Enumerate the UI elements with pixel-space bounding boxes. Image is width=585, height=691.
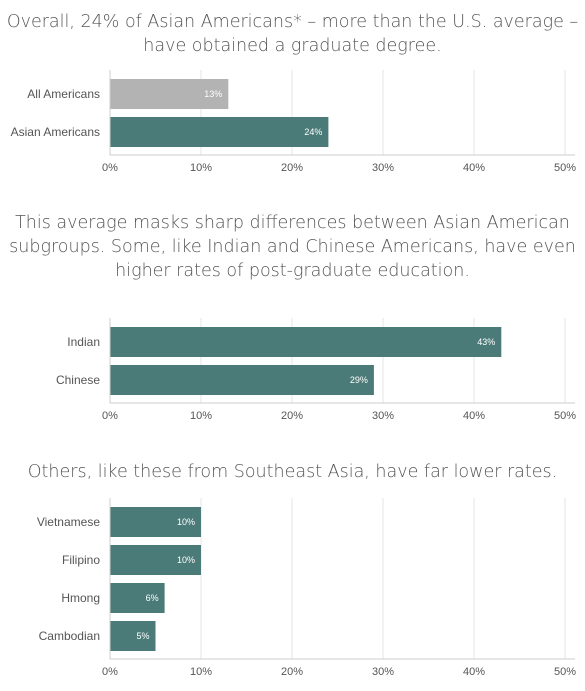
- value-label-asian-americans: 24%: [304, 127, 322, 137]
- x-tick-label: 10%: [190, 162, 212, 174]
- x-tick-label: 40%: [463, 666, 485, 678]
- bar-chart-southeast-asia: Vietnamese 10% Filipino 10% Hmong 6% Cambodian…: [37, 498, 576, 678]
- bar-chart-overall: All Americans 13% Asian Americans 24% 0% 10% 2…: [11, 70, 576, 174]
- chart-title-overall: Overall, 24% of Asian Americans* – more …: [6, 12, 579, 56]
- x-tick-label: 0%: [102, 410, 118, 422]
- value-label-vietnamese: 10%: [177, 517, 195, 527]
- category-label-asian-americans: Asian Americans: [11, 125, 100, 139]
- bar-filipino: [110, 545, 201, 575]
- category-label-hmong: Hmong: [61, 591, 100, 605]
- category-label-filipino: Filipino: [62, 553, 100, 567]
- bar-chinese: [110, 365, 374, 395]
- x-tick-label: 40%: [463, 162, 485, 174]
- value-label-hmong: 6%: [146, 593, 159, 603]
- x-tick-label: 0%: [102, 162, 118, 174]
- category-label-all-americans: All Americans: [27, 87, 100, 101]
- chart-title-subgroups-high: This average masks sharp differences bet…: [9, 213, 576, 281]
- value-label-chinese: 29%: [350, 375, 368, 385]
- bar-chart-subgroups-high: Indian 43% Chinese 29% 0% 10% 20% 30% 40% 50%: [56, 318, 576, 422]
- chart-title-southeast-asia: Others, like these from Southeast Asia, …: [27, 462, 558, 482]
- bar-vietnamese: [110, 507, 201, 537]
- value-label-all-americans: 13%: [204, 89, 222, 99]
- x-tick-label: 10%: [190, 410, 212, 422]
- x-tick-label: 50%: [554, 666, 576, 678]
- x-tick-label: 50%: [554, 410, 576, 422]
- x-tick-label: 0%: [102, 666, 118, 678]
- x-tick-label: 30%: [372, 410, 394, 422]
- x-tick-label: 20%: [281, 410, 303, 422]
- value-label-filipino: 10%: [177, 555, 195, 565]
- category-label-vietnamese: Vietnamese: [37, 515, 100, 529]
- category-label-indian: Indian: [67, 335, 100, 349]
- x-tick-label: 20%: [281, 162, 303, 174]
- x-tick-label: 20%: [281, 666, 303, 678]
- x-tick-label: 10%: [190, 666, 212, 678]
- x-tick-label: 40%: [463, 410, 485, 422]
- category-label-cambodian: Cambodian: [39, 629, 100, 643]
- bar-cambodian: [110, 621, 156, 651]
- bar-all-americans: [110, 79, 229, 109]
- x-tick-label: 30%: [372, 162, 394, 174]
- x-tick-label: 30%: [372, 666, 394, 678]
- category-label-chinese: Chinese: [56, 373, 100, 387]
- value-label-indian: 43%: [477, 337, 495, 347]
- bar-asian-americans: [110, 117, 329, 147]
- x-tick-label: 50%: [554, 162, 576, 174]
- value-label-cambodian: 5%: [136, 631, 149, 641]
- bar-hmong: [110, 583, 165, 613]
- bar-indian: [110, 327, 502, 357]
